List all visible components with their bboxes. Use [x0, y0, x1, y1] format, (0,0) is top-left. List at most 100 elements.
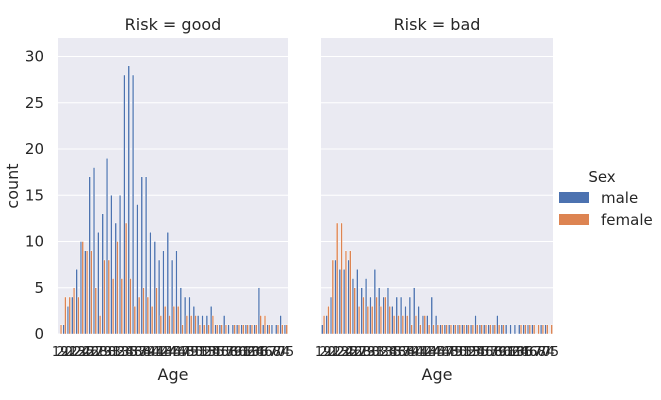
x-tick-label: 35 — [385, 345, 402, 360]
bar-female — [489, 324, 492, 335]
x-tick-label: 49 — [446, 345, 463, 360]
x-tick-label: 22 — [328, 345, 345, 360]
bar-male — [279, 315, 282, 335]
x-tick-label: 67 — [525, 345, 542, 360]
x-tick-label: 68 — [529, 345, 546, 360]
bar-female — [384, 296, 387, 335]
bar-female — [533, 324, 536, 335]
bar-male — [171, 259, 174, 335]
bar-male — [404, 306, 407, 335]
bar-female — [99, 315, 102, 335]
bar-male — [97, 232, 100, 335]
bar-male — [461, 324, 464, 335]
bar-female — [498, 324, 501, 335]
x-tick-label: 37 — [394, 345, 411, 360]
bar-female — [327, 306, 330, 335]
bar-female — [246, 324, 249, 335]
bar-male — [413, 287, 416, 335]
bar-female — [86, 250, 89, 335]
bar-male — [118, 195, 122, 335]
x-tick-label: 59 — [225, 345, 242, 360]
bar-female — [107, 259, 110, 335]
bar-female — [259, 315, 262, 335]
bar-female — [353, 287, 356, 335]
bar-female — [146, 296, 149, 335]
x-tick-label: 62 — [503, 345, 520, 360]
bar-male — [478, 324, 481, 335]
legend: Sex male female — [559, 168, 653, 229]
bar-male — [71, 296, 74, 335]
bar-female — [432, 324, 435, 335]
bar-female — [331, 259, 334, 335]
bar-male — [448, 324, 451, 335]
legend-swatch-male — [559, 192, 589, 203]
facet-panel-1: Risk = bad 192021222324252627282930313233… — [315, 15, 559, 384]
facet-title: Risk = good — [125, 15, 222, 34]
bar-male — [509, 324, 512, 335]
legend-label-male: male — [601, 189, 638, 207]
x-tick-label: 64 — [247, 345, 264, 360]
bar-female — [263, 315, 267, 335]
x-tick-label: 48 — [442, 345, 459, 360]
bar-female — [198, 324, 201, 335]
x-tick-label: 61 — [499, 345, 516, 360]
y-tick-label: 0 — [34, 325, 44, 343]
bar-female — [463, 324, 466, 335]
bar-male — [66, 306, 70, 335]
bar-female — [471, 324, 474, 335]
bar-female — [207, 324, 210, 335]
x-tick-label: 29 — [359, 345, 376, 360]
bar-female — [194, 315, 197, 335]
bar-male — [92, 167, 96, 335]
bar-female — [120, 278, 123, 335]
x-tick-label: 66 — [521, 345, 538, 360]
x-tick-label: 21 — [61, 345, 78, 360]
bar-female — [276, 324, 280, 335]
bar-female — [233, 324, 236, 335]
bar-female — [410, 324, 413, 335]
x-tick-label: 74 — [273, 345, 290, 360]
bar-female — [285, 324, 288, 335]
y-tick-label: 5 — [34, 279, 44, 297]
bar-male — [231, 324, 234, 335]
x-tick-label: 52 — [195, 345, 212, 360]
bar-male — [491, 324, 495, 335]
bar-male — [386, 287, 390, 335]
bar-male — [483, 324, 486, 335]
bar-male — [487, 324, 490, 335]
bar-male — [201, 315, 204, 335]
bar-male — [369, 296, 372, 335]
bar-female — [524, 324, 527, 335]
bar-male — [84, 250, 87, 335]
bar-female — [493, 324, 496, 335]
x-tick-label: 58 — [221, 345, 238, 360]
bar-male — [236, 324, 239, 335]
bar-male — [325, 315, 328, 335]
bar-male — [522, 324, 525, 335]
bar-male — [378, 287, 381, 335]
x-tick-label: 41 — [147, 345, 164, 360]
bar-male — [360, 287, 363, 335]
bar-male — [496, 315, 499, 335]
bar-female — [541, 324, 545, 335]
bar-male — [356, 269, 359, 335]
bar-male — [210, 306, 213, 335]
x-tick-label: 57 — [217, 345, 234, 360]
bar-female — [216, 324, 219, 335]
bar-male — [439, 324, 442, 335]
bar-female — [190, 315, 193, 335]
x-tick-label: 29 — [95, 345, 112, 360]
x-tick-label: 30 — [363, 345, 380, 360]
bar-male — [270, 324, 274, 335]
x-tick-label: 32 — [108, 345, 125, 360]
bar-male — [205, 315, 208, 335]
bar-male — [75, 269, 78, 335]
x-tick-label: 56 — [477, 345, 494, 360]
bar-male — [132, 74, 135, 335]
x-tick-label: 20 — [319, 345, 336, 360]
x-tick-label: 42 — [152, 345, 169, 360]
bar-female — [371, 306, 374, 335]
bar-female — [484, 324, 488, 335]
x-tick-label: 47 — [173, 345, 190, 360]
bar-female — [388, 306, 391, 335]
